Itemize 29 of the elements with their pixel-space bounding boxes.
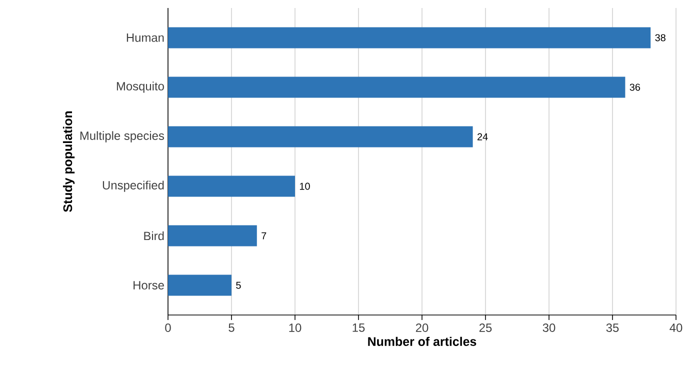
data-label: 36 bbox=[630, 84, 640, 91]
x-tick-label: 5 bbox=[228, 324, 234, 332]
x-tick-label: 30 bbox=[542, 324, 556, 332]
data-label: 38 bbox=[655, 34, 666, 42]
x-tick-label: 20 bbox=[416, 324, 428, 332]
y-axis-title: Study population bbox=[62, 111, 75, 212]
x-tick-label: 40 bbox=[670, 324, 682, 332]
y-tick-label: Human bbox=[126, 34, 164, 42]
bar bbox=[168, 176, 295, 197]
x-tick-label: 0 bbox=[165, 324, 171, 332]
bar bbox=[168, 27, 651, 48]
bar bbox=[168, 126, 473, 148]
x-tick-label: 35 bbox=[606, 324, 619, 332]
data-label: 24 bbox=[478, 133, 488, 140]
y-tick-label: Bird bbox=[144, 231, 164, 240]
data-label: 10 bbox=[300, 182, 310, 190]
x-axis-title: Number of articles bbox=[368, 336, 476, 346]
x-tick-label: 25 bbox=[479, 324, 492, 332]
x-tick-label: 10 bbox=[289, 324, 302, 332]
bar bbox=[168, 274, 232, 296]
data-label: 5 bbox=[236, 282, 241, 289]
y-tick-label: Multiple species bbox=[80, 131, 164, 142]
y-tick-label: Horse bbox=[134, 281, 164, 290]
bar bbox=[168, 225, 257, 246]
y-tick-label: Mosquito bbox=[116, 82, 164, 93]
bar bbox=[168, 76, 626, 98]
data-label: 7 bbox=[262, 232, 266, 240]
x-tick-label: 15 bbox=[352, 324, 365, 332]
y-tick-label: Unspecified bbox=[102, 180, 164, 192]
